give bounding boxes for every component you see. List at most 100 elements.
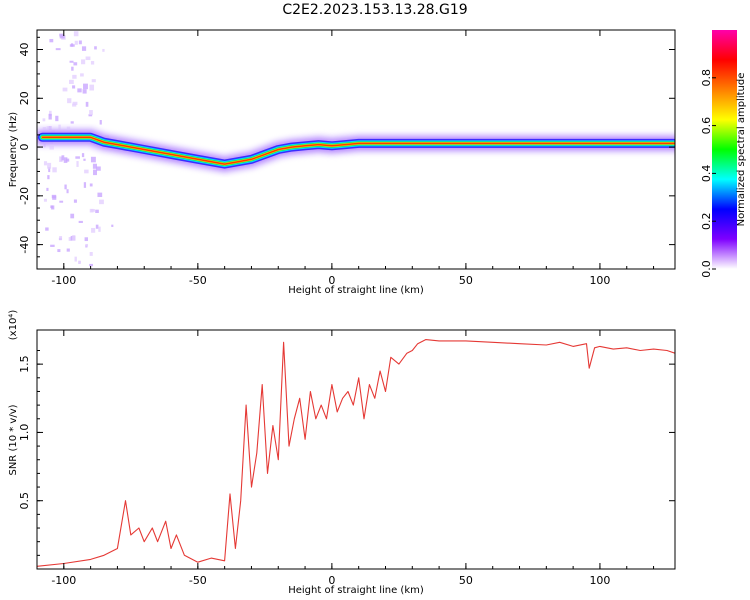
snr-y-axis-label: SNR (10 * v/v) <box>8 404 19 475</box>
spectrogram-noise-cell <box>59 156 63 162</box>
snr-panel: -100 -50 0 50 100 0.5 1.0 1.5 Height of straig… <box>8 310 676 596</box>
x-tick-label: -50 <box>189 574 207 587</box>
spectrogram-noise-cell <box>80 73 84 77</box>
spectrogram-noise-cell <box>65 158 70 162</box>
spectrogram-noise-cell <box>90 156 96 163</box>
spectrogram-noise-cell <box>45 227 49 231</box>
spectrogram-noise-cell <box>64 184 67 190</box>
spectrogram-noise-cell <box>48 113 52 120</box>
colorbar-tick-label: 0.4 <box>700 165 713 183</box>
spectrogram-noise-cell <box>89 252 93 256</box>
spectrogram-noise-cell <box>91 79 96 83</box>
spectrogram-noise-cell <box>72 235 76 241</box>
spectrogram-noise-cell <box>49 110 52 116</box>
snr-marks <box>37 339 675 567</box>
spectrogram-noise-cell <box>72 103 77 107</box>
y-tick-label: 40 <box>18 43 31 57</box>
spectrogram-noise-cell <box>77 88 82 93</box>
spectrogram-noise-cell <box>47 175 50 180</box>
spectrogram-noise-cell <box>102 48 105 52</box>
spectrogram-noise-cell <box>99 199 104 205</box>
colorbar-ticks: 0.0 0.2 0.4 0.6 0.8 <box>700 69 716 278</box>
x-tick-label: 50 <box>459 574 473 587</box>
x-tick-label: 100 <box>589 274 610 287</box>
spectrogram-noise-cell <box>95 224 99 229</box>
spectrogram-noise-cell <box>69 60 74 63</box>
spectrogram-noise-cell <box>74 256 77 262</box>
spectrogram-noise-cell <box>63 157 68 163</box>
spectrogram-noise-cell <box>89 110 93 116</box>
spectrogram-noise-cell <box>73 31 79 37</box>
colorbar-tick-label: 0.6 <box>700 117 713 135</box>
colorbar: 0.0 0.2 0.4 0.6 0.8 Normalized spectral ampl… <box>700 30 747 278</box>
spectrogram-noise-cell <box>72 101 78 105</box>
spectrogram-noise-cell <box>89 84 95 91</box>
snr-frame <box>36 329 676 570</box>
spectrogram-noise-cell <box>61 155 65 161</box>
spectrogram-noise-cell <box>59 33 64 37</box>
spectrogram-noise-cell <box>74 40 78 45</box>
spectrogram-noise-cell <box>73 62 78 66</box>
spectrogram-noise-cell <box>69 79 74 84</box>
spectrogram-ridge-band <box>41 136 675 165</box>
x-tick-label: -100 <box>51 274 76 287</box>
spectrogram-y-axis-label: Frequency (Hz) <box>8 112 19 188</box>
x-tick-label: 0 <box>328 574 335 587</box>
spectrogram-noise-cell <box>92 163 97 169</box>
spectrogram-y-ticks: -40 -20 0 20 40 <box>18 36 675 270</box>
spectrogram-noise-cell <box>59 200 64 203</box>
spectrogram-noise-cell <box>78 40 82 45</box>
spectrogram-noise-cell <box>83 182 87 188</box>
spectrogram-noise-cell <box>84 237 88 242</box>
spectrogram-noise-cell <box>42 118 46 122</box>
spectrogram-noise-cell <box>76 161 79 167</box>
spectrogram-noise-cell <box>70 121 74 124</box>
spectrogram-x-ticks: -100 -50 0 50 100 <box>36 30 655 287</box>
snr-series-line <box>37 339 675 567</box>
spectrogram-noise-cell <box>62 87 68 92</box>
spectrogram-noise-cell <box>59 35 65 39</box>
spectrogram-noise-cell <box>43 161 48 166</box>
spectrogram-noise-cell <box>81 46 87 51</box>
spectrogram-noise-cell <box>83 83 88 90</box>
spectrogram-marks <box>37 31 675 267</box>
spectrogram-noise-cell <box>43 198 47 202</box>
spectrogram-noise-cell <box>93 169 97 176</box>
spectrogram-noise-cell <box>50 244 55 247</box>
snr-plot-area <box>37 330 675 569</box>
spectrogram-noise-cell <box>89 263 94 267</box>
spectrogram-noise-cell <box>75 156 80 159</box>
snr-y-ticks: 0.5 1.0 1.5 <box>18 349 675 556</box>
y-tick-label: 1.5 <box>18 355 31 373</box>
y-tick-label: -20 <box>18 187 31 205</box>
spectrogram-noise-cell <box>55 115 59 122</box>
spectrogram-noise-cell <box>99 120 102 125</box>
spectrogram-noise-cell <box>57 249 61 253</box>
spectrogram-noise-cell <box>98 226 101 232</box>
spectrogram-panel: -100 -50 0 50 100 -40 -20 0 20 40 Height of stra… <box>8 29 676 296</box>
spectrogram-noise-cell <box>94 46 97 50</box>
spectrogram-noise-cell <box>66 189 69 194</box>
spectrogram-noise-cell <box>81 59 86 65</box>
spectrogram-noise-cell <box>52 195 57 200</box>
colorbar-tick-label: 0.2 <box>700 212 713 230</box>
spectrogram-noise-cell <box>68 237 72 241</box>
spectrogram-noise-cell <box>90 61 95 65</box>
spectrogram-noise-cell <box>91 227 96 233</box>
colorbar-tick-label: 0.0 <box>700 260 713 278</box>
spectrogram-noise-cell <box>47 162 52 169</box>
spectrogram-x-axis-label: Height of straight line (km) <box>288 285 424 296</box>
spectrogram-noise-cell <box>49 38 54 43</box>
spectrogram-noise-cell <box>95 209 99 213</box>
spectrogram-noise-cell <box>97 192 103 198</box>
snr-x-ticks: -100 -50 0 50 100 <box>36 330 655 587</box>
spectrogram-noise-cell <box>111 224 114 227</box>
colorbar-tick-label: 0.8 <box>700 69 713 87</box>
x-tick-label: 50 <box>459 274 473 287</box>
x-tick-label: -50 <box>189 274 207 287</box>
x-tick-label: 0 <box>328 274 335 287</box>
spectrogram-noise-cell <box>72 85 76 89</box>
spectrogram-noise-cell <box>52 167 57 173</box>
y-tick-label: 1.0 <box>18 424 31 442</box>
